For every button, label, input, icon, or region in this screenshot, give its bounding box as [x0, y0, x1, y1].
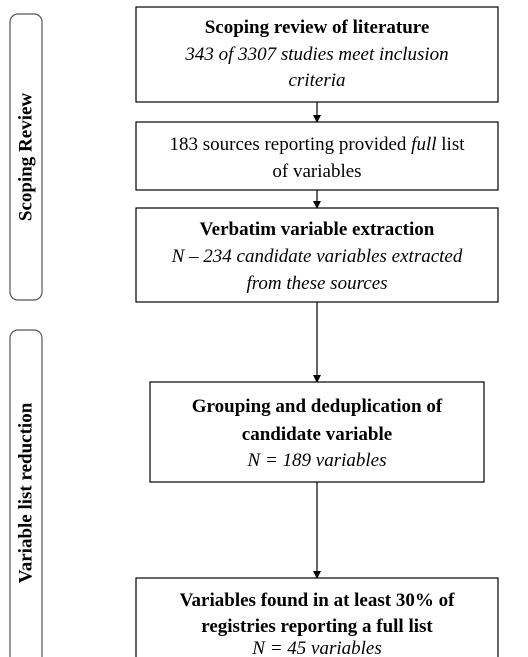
box-text: of variables — [272, 161, 361, 182]
box — [135, 207, 499, 303]
box-title: Grouping and deduplication of — [192, 396, 443, 417]
sidebar-box — [9, 13, 43, 301]
box-text: 183 sources reporting provided full list — [170, 134, 466, 155]
sidebar-box — [9, 329, 43, 657]
box-title: Scoping review of literature — [205, 17, 430, 38]
box — [135, 577, 499, 657]
box — [149, 381, 485, 483]
box — [135, 6, 499, 103]
text-emphasis: full — [411, 134, 436, 155]
box-text: N = 45 variables — [251, 638, 381, 657]
box — [135, 121, 499, 191]
text-part: list — [437, 134, 466, 155]
box-text: N – 234 candidate variables extracted — [171, 246, 463, 267]
sidebar-label: Scoping Review — [15, 93, 36, 222]
box-text: 343 of 3307 studies meet inclusion — [184, 44, 448, 65]
box-title: registries reporting a full list — [201, 616, 433, 637]
box-text: from these sources — [246, 273, 387, 294]
box-title: candidate variable — [242, 424, 392, 445]
box-title: Verbatim variable extraction — [200, 219, 435, 240]
text-part: 183 sources reporting provided — [170, 134, 412, 155]
box-text: N = 189 variables — [247, 450, 387, 471]
sidebar-label: Variable list reduction — [15, 402, 36, 583]
box-text: criteria — [289, 70, 346, 91]
box-title: Variables found in at least 30% of — [180, 590, 455, 611]
